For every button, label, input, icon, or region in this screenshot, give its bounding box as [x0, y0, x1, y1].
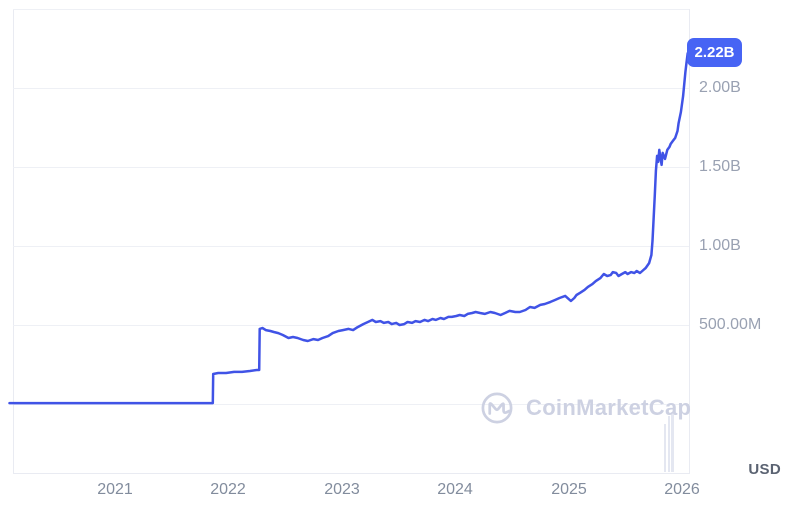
x-axis-label: 2024: [437, 481, 473, 498]
currency-unit-label: USD: [748, 461, 781, 478]
y-axis-label: 1.50B: [699, 158, 741, 175]
h-gridline: [13, 88, 689, 89]
x-axis-label: 2022: [210, 481, 246, 498]
current-value-badge: 2.22B: [687, 38, 742, 67]
x-axis-label: 2023: [324, 481, 360, 498]
volume-bar: [664, 424, 666, 472]
h-gridline: [13, 404, 689, 405]
y-axis-label: 500.00M: [699, 316, 762, 333]
h-gridline: [13, 325, 689, 326]
h-gridline: [13, 167, 689, 168]
x-axis-label: 2026: [664, 481, 700, 498]
x-axis-label: 2021: [97, 481, 133, 498]
h-gridline: [13, 9, 689, 10]
h-gridline: [13, 246, 689, 247]
volume-bar: [670, 412, 674, 472]
watermark-text: CoinMarketCap: [526, 395, 692, 420]
volume-bar: [667, 416, 670, 472]
coinmarketcap-watermark: CoinMarketCap: [477, 388, 691, 428]
x-axis-line: [13, 473, 690, 474]
plot-border-right: [689, 9, 690, 473]
coinmarketcap-logo-icon: [481, 392, 513, 424]
y-axis-label: 1.00B: [699, 237, 741, 254]
y-axis-label: 2.00B: [699, 79, 741, 96]
x-axis-label: 2025: [551, 481, 587, 498]
